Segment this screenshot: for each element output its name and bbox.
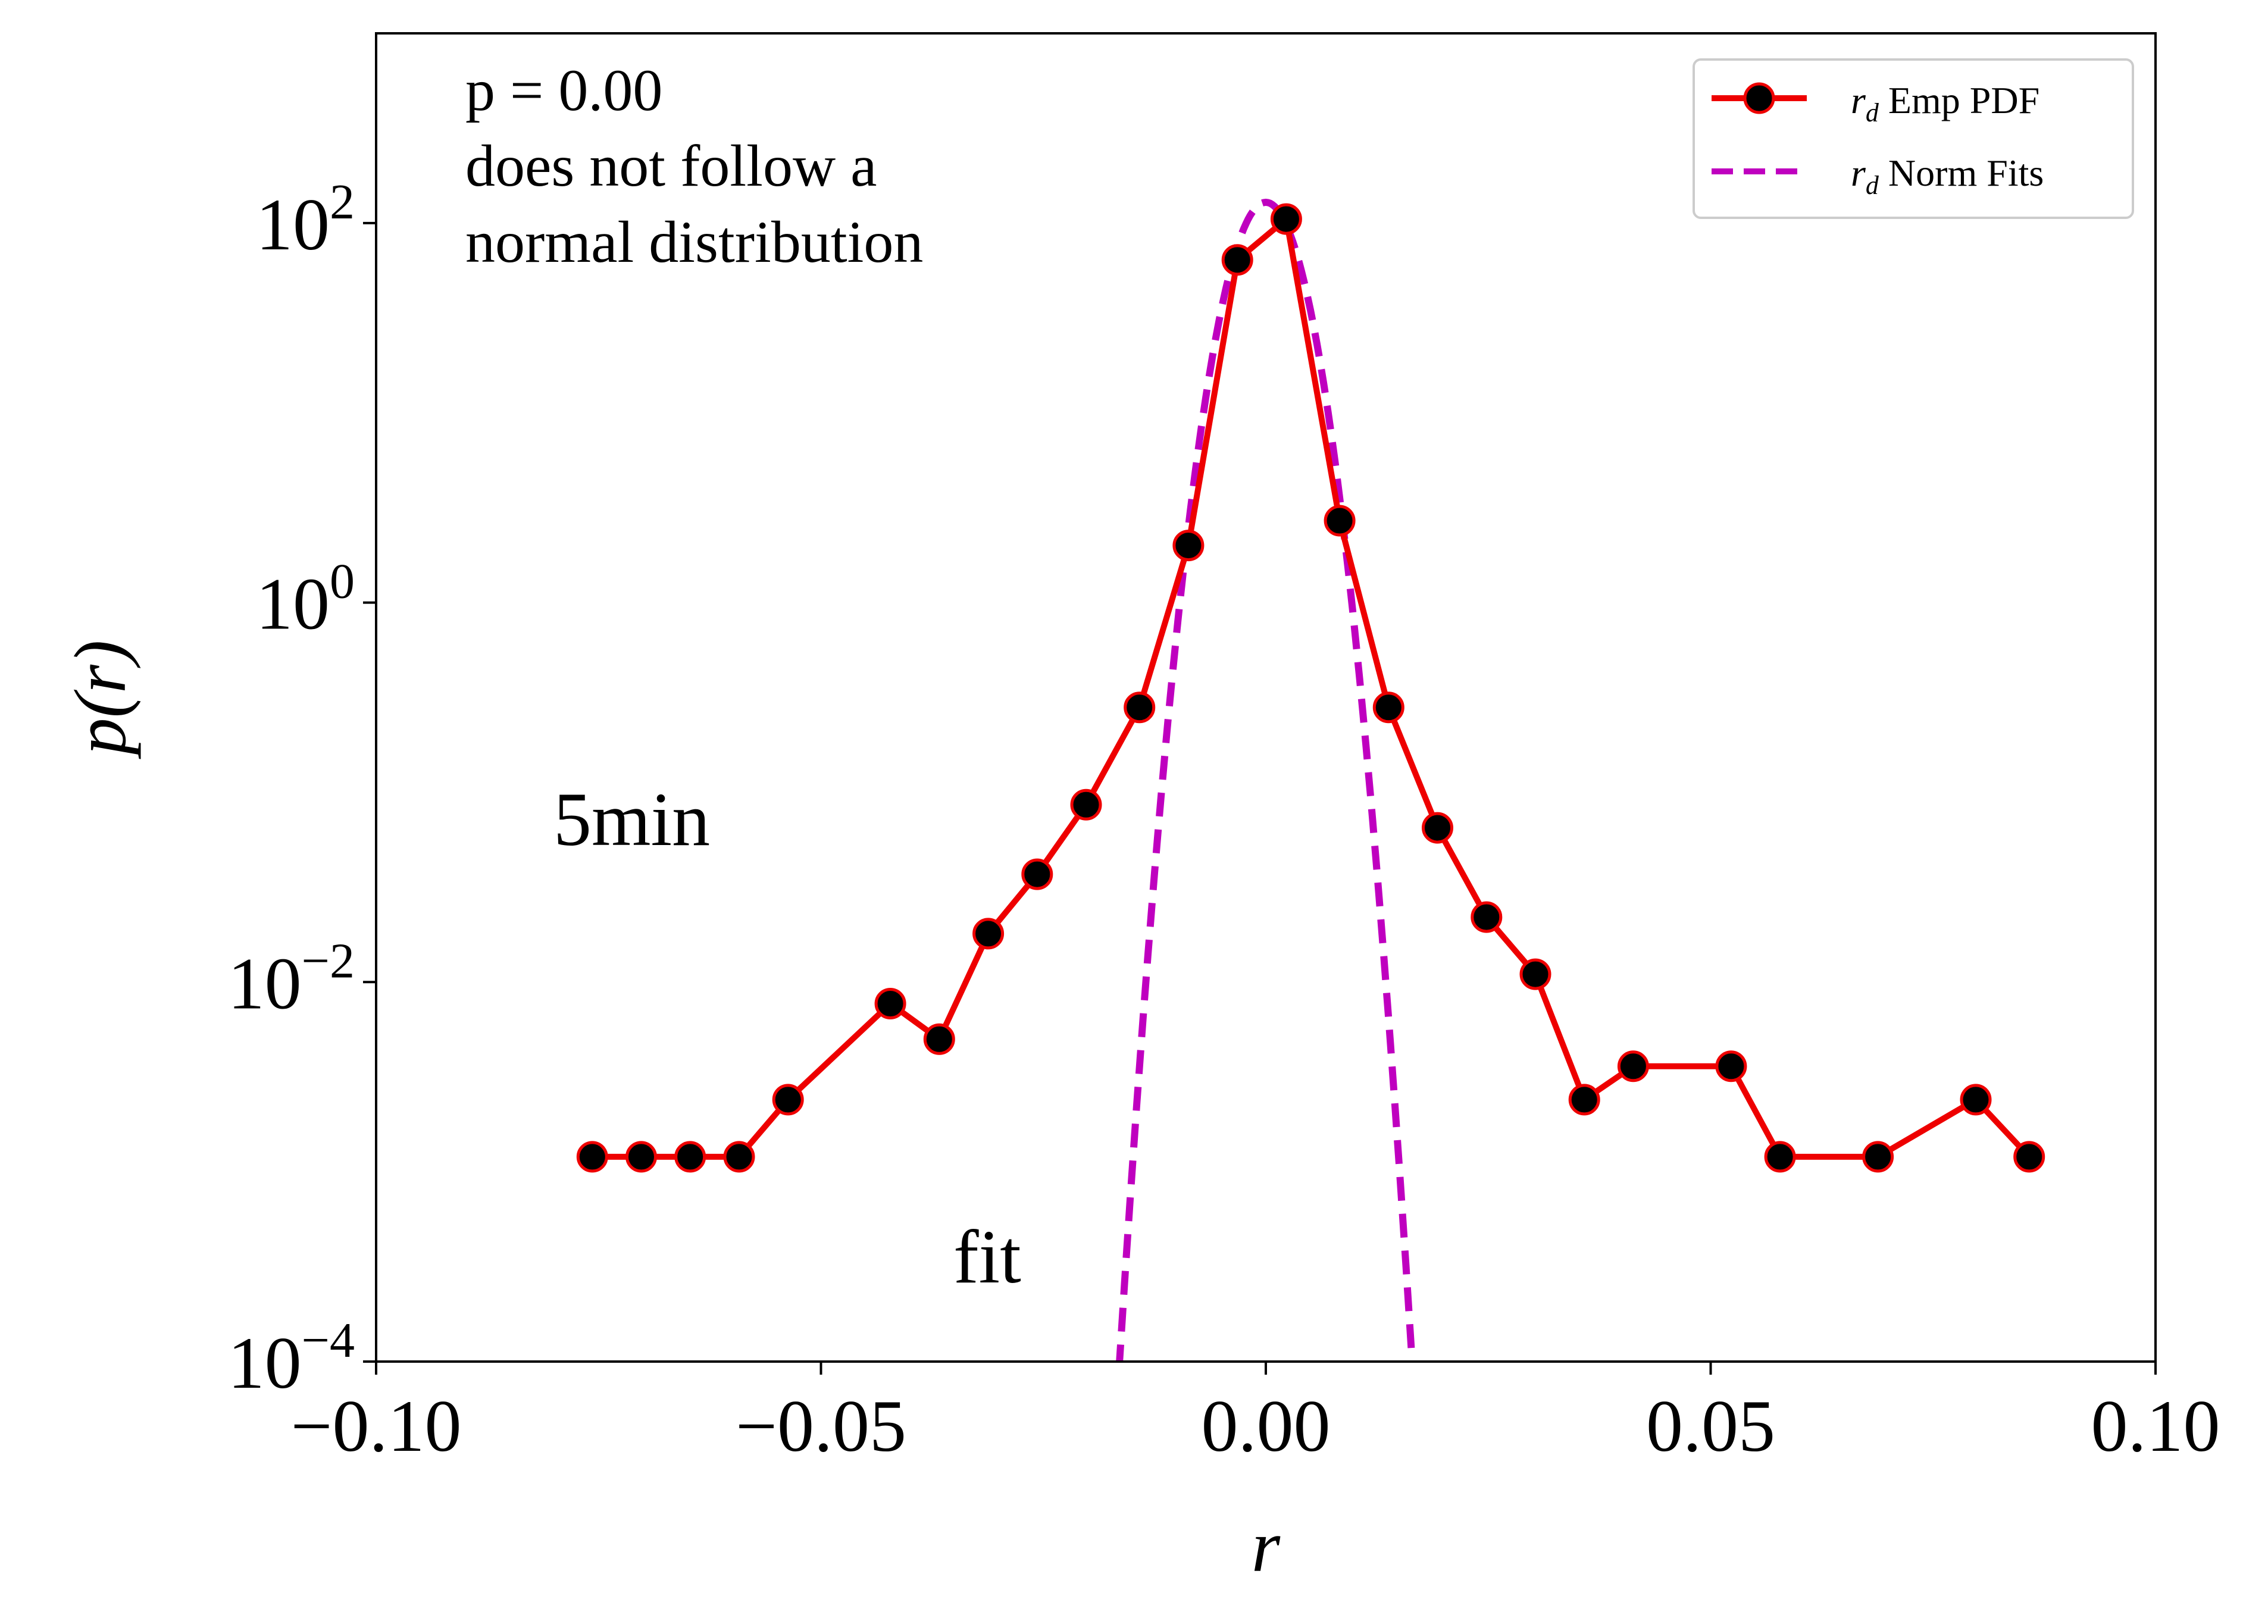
y-tick-label: 102 xyxy=(256,174,355,265)
emp-pdf-point xyxy=(2013,1141,2045,1173)
legend-text-norm-fits: Norm Fits xyxy=(1879,152,2044,194)
emp-pdf-point xyxy=(1862,1141,1894,1173)
legend-subscript-emp-pdf: d xyxy=(1866,98,1879,127)
emp-pdf-point xyxy=(1960,1084,1992,1116)
emp-pdf-point xyxy=(1519,958,1551,990)
legend-marker-emp-pdf xyxy=(1743,82,1775,114)
emp-pdf-point xyxy=(1124,691,1156,724)
x-tick-label: −0.10 xyxy=(291,1385,462,1467)
fit-annotation: fit xyxy=(953,1215,1021,1299)
x-axis-ticks: −0.10 −0.05 0.00 0.05 0.10 xyxy=(291,1362,2220,1467)
emp-pdf-point xyxy=(1070,788,1102,821)
interval-annotation: 5min xyxy=(553,777,710,862)
y-tick-exponent: −4 xyxy=(302,1313,355,1368)
emp-pdf-point xyxy=(874,988,906,1019)
legend-entry-norm-fits: rd Norm Fits xyxy=(1712,152,2044,200)
emp-pdf-point xyxy=(1221,244,1253,276)
emp-pdf-point xyxy=(972,918,1005,950)
emp-pdf-point xyxy=(923,1023,955,1055)
y-tick-base: 10 xyxy=(256,564,330,645)
emp-pdf-point xyxy=(1568,1084,1600,1116)
x-tick-label: 0.05 xyxy=(1646,1385,1775,1467)
verdict-annotation-line2: normal distribution xyxy=(465,209,923,275)
legend-label-norm-fits: rd Norm Fits xyxy=(1851,152,2044,200)
emp-pdf-point xyxy=(1172,530,1205,562)
emp-pdf-point xyxy=(1764,1141,1796,1173)
emp-pdf-point xyxy=(625,1141,657,1173)
emp-pdf-point xyxy=(1021,858,1053,890)
series-layer xyxy=(592,198,2032,1362)
legend-symbol-emp-pdf: r xyxy=(1851,79,1866,121)
emp-pdf-point xyxy=(576,1141,608,1173)
y-axis-label: p(r) xyxy=(60,640,141,760)
emp-pdf-point xyxy=(1372,691,1404,724)
legend-label-emp-pdf: rd Emp PDF xyxy=(1851,79,2039,127)
emp-pdf-point xyxy=(1617,1050,1649,1082)
norm-fit-line xyxy=(1116,198,1416,1362)
emp-pdf-point xyxy=(723,1141,755,1173)
x-axis-label: r xyxy=(1252,1506,1281,1587)
y-tick-exponent: 0 xyxy=(330,554,355,609)
x-tick-label: 0.00 xyxy=(1202,1385,1331,1467)
y-tick-base: 10 xyxy=(256,184,330,265)
emp-pdf-point xyxy=(1422,812,1453,844)
emp-pdf-point xyxy=(772,1084,804,1116)
legend-text-emp-pdf: Emp PDF xyxy=(1879,79,2039,121)
legend-symbol-norm-fits: r xyxy=(1851,152,1866,194)
y-tick-label: 10−4 xyxy=(228,1313,355,1404)
emp-pdf-point xyxy=(1270,203,1302,235)
p-value-annotation: p = 0.00 xyxy=(465,57,662,123)
legend-entry-emp-pdf: rd Emp PDF xyxy=(1712,79,2039,127)
y-tick-exponent: −2 xyxy=(302,933,355,988)
emp-pdf-line xyxy=(592,216,2032,1160)
emp-pdf-point xyxy=(674,1141,706,1173)
y-tick-label: 10−2 xyxy=(228,933,355,1024)
y-tick-exponent: 2 xyxy=(330,174,355,230)
emp-pdf-point xyxy=(1715,1050,1747,1082)
emp-pdf-point xyxy=(1471,901,1503,933)
marker-layer xyxy=(576,203,2045,1173)
legend: rd Emp PDF rd Norm Fits xyxy=(1693,58,2134,219)
legend-subscript-norm-fits: d xyxy=(1866,171,1879,200)
x-tick-label: −0.05 xyxy=(736,1385,906,1467)
emp-pdf-point xyxy=(1324,505,1356,537)
y-tick-label: 100 xyxy=(256,554,355,645)
y-tick-base: 10 xyxy=(228,943,302,1024)
verdict-annotation-line1: does not follow a xyxy=(465,133,877,199)
y-tick-base: 10 xyxy=(228,1322,302,1404)
x-tick-label: 0.10 xyxy=(2091,1385,2220,1467)
